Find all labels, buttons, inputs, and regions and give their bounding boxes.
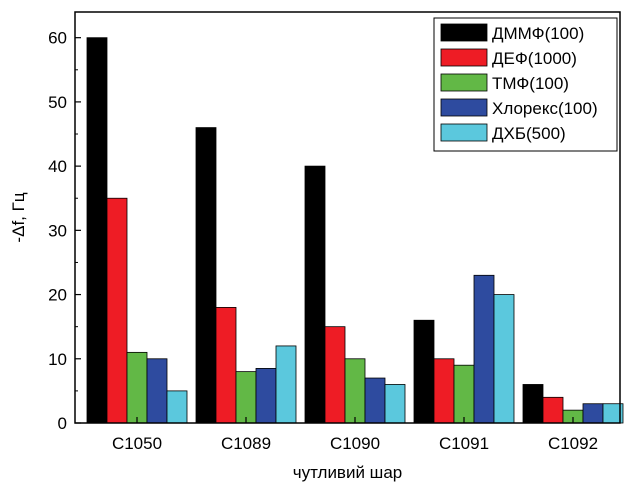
legend-label: ТМФ(100) <box>492 74 569 93</box>
y-tick-label: 50 <box>48 93 67 112</box>
x-axis: C1050 C1089 C1090 C1091 C1092 <box>112 417 598 453</box>
bar <box>473 274 495 424</box>
y-axis: 0 10 20 30 40 50 60 <box>48 29 81 433</box>
bar <box>235 371 257 424</box>
bar <box>146 358 168 424</box>
y-tick-label: 30 <box>48 221 67 240</box>
y-tick-label: 20 <box>48 286 67 305</box>
legend-swatch <box>440 123 488 142</box>
y-tick-label: 60 <box>48 29 67 48</box>
bar <box>582 403 604 424</box>
legend-label: ДХБ(500) <box>492 124 566 143</box>
bar <box>384 384 406 424</box>
bar <box>542 396 564 424</box>
y-tick-label: 40 <box>48 157 67 176</box>
bar <box>324 326 346 424</box>
x-tick-label: C1091 <box>439 434 489 453</box>
legend-label: ДММФ(100) <box>492 24 584 43</box>
bar <box>275 345 297 424</box>
bar <box>433 358 455 424</box>
bar <box>106 197 128 424</box>
bar <box>255 368 277 424</box>
plot-frame <box>74 11 621 424</box>
bars-group <box>86 37 624 424</box>
x-tick-label: C1092 <box>548 434 598 453</box>
y-tick-label: 0 <box>58 414 67 433</box>
legend: ДММФ(100) ДЕФ(1000) ТМФ(100) Хлорекс(100) ДХ… <box>433 17 618 152</box>
bar <box>195 127 217 424</box>
bar <box>304 165 326 424</box>
legend-label: ДЕФ(1000) <box>492 49 577 68</box>
x-tick-label: C1090 <box>330 434 380 453</box>
y-tick-label: 10 <box>48 350 67 369</box>
legend-swatch <box>440 73 488 92</box>
bar <box>522 384 544 424</box>
bar <box>126 351 148 424</box>
bar <box>364 377 386 424</box>
bar <box>344 358 366 424</box>
bar <box>493 294 515 424</box>
legend-swatch <box>440 98 488 117</box>
x-tick-label: C1089 <box>221 434 271 453</box>
y-axis-label: -Δf, Гц <box>9 192 28 242</box>
x-axis-label: чутливий шар <box>293 463 402 482</box>
bar <box>86 37 108 424</box>
legend-label: Хлорекс(100) <box>492 99 598 118</box>
bar <box>453 364 475 424</box>
legend-swatch <box>440 23 488 42</box>
bar <box>166 390 188 424</box>
bar <box>215 307 237 424</box>
x-tick-label: C1050 <box>112 434 162 453</box>
bar <box>413 319 435 424</box>
legend-swatch <box>440 48 488 67</box>
